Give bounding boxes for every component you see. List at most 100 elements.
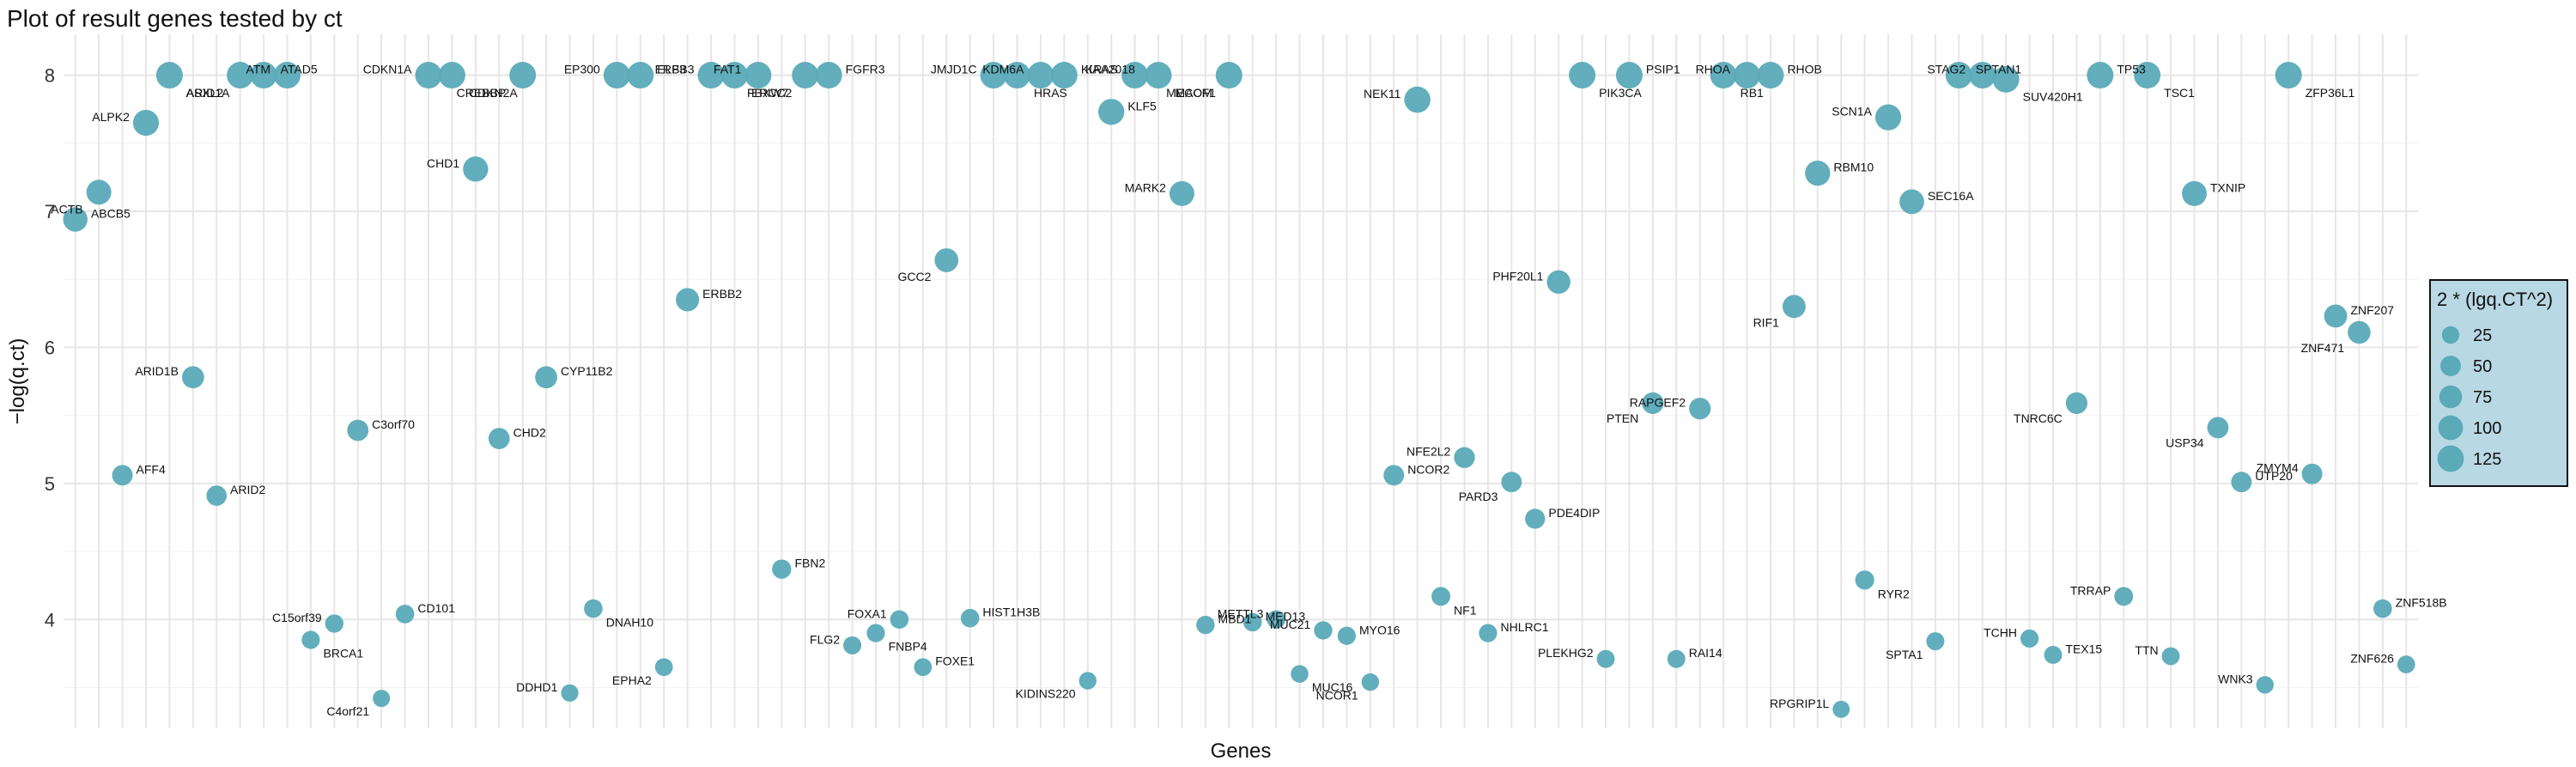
gene-label: FOXE1 <box>935 654 975 668</box>
data-point <box>1267 610 1285 630</box>
data-point <box>1757 62 1784 89</box>
gene-label: NEK11 <box>1364 87 1401 100</box>
data-point <box>2231 472 2252 493</box>
gene-label: ZFP36L1 <box>2306 86 2355 100</box>
gene-label: NCOR1 <box>1316 688 1358 702</box>
data-point <box>1945 62 1972 89</box>
data-point <box>488 428 510 449</box>
gene-label: PSIP1 <box>1646 63 1680 76</box>
gene-label: TEX15 <box>2065 642 2102 655</box>
data-point <box>301 630 320 649</box>
data-point <box>2348 320 2371 344</box>
legend-key <box>2441 326 2460 344</box>
gene-label: ZNF471 <box>2301 341 2345 355</box>
data-point <box>1314 621 1333 640</box>
data-point <box>1291 665 1309 683</box>
gene-label: RBM10 <box>1833 161 1874 174</box>
data-point <box>843 636 862 654</box>
data-point <box>1078 672 1097 690</box>
data-point <box>1525 508 1546 529</box>
legend-title: 2 * (lgq.CT^2) <box>2437 289 2553 310</box>
y-axis-title: −log(q.ct) <box>6 338 29 425</box>
data-point <box>463 156 489 182</box>
gene-label: JMJD1C <box>931 63 977 76</box>
data-point <box>206 485 228 506</box>
gene-label: PDE4DIP <box>1548 506 1600 520</box>
gene-label: CHD1 <box>427 156 459 170</box>
gene-label: ZNF626 <box>2350 652 2394 666</box>
gene-label: KLF5 <box>1127 99 1157 113</box>
data-point <box>1431 587 1451 606</box>
data-point <box>1454 447 1475 468</box>
gene-label: MUC21 <box>1270 618 1311 631</box>
data-point <box>2087 62 2114 89</box>
data-point <box>1501 472 1522 493</box>
data-point <box>535 366 557 389</box>
gene-label: RB1 <box>1741 86 1764 100</box>
gene-label: TNRC6C <box>2014 411 2063 425</box>
data-point <box>890 610 909 630</box>
y-tick-label: 4 <box>45 609 55 630</box>
gene-label: MACF1 <box>1176 86 1217 100</box>
data-point <box>772 559 792 579</box>
gene-label: PHF20L1 <box>1492 269 1543 283</box>
data-point <box>273 62 301 89</box>
gene-label: PLEKHG2 <box>1538 646 1594 660</box>
gene-label: DDHD1 <box>516 680 557 694</box>
data-point <box>603 62 630 89</box>
gene-label: MYO16 <box>1359 623 1400 636</box>
data-point <box>2324 304 2348 328</box>
gene-label: MECOM <box>1166 86 1212 100</box>
data-point <box>2373 599 2392 618</box>
gene-label: ERBB3 <box>655 63 695 76</box>
gene-label: PARD3 <box>1459 490 1498 503</box>
gene-label: KIAA2018 <box>1081 63 1135 76</box>
gene-label: NFE2L2 <box>1406 445 1451 459</box>
data-point <box>2301 463 2323 484</box>
gene-label: HRAS <box>1034 86 1067 100</box>
gene-label: HIST1H3B <box>982 606 1040 619</box>
gene-label: BRCA1 <box>324 647 364 660</box>
gene-label: FLG2 <box>810 632 840 646</box>
data-point <box>1969 62 1996 89</box>
gene-label: MARK2 <box>1125 180 1166 194</box>
data-point <box>1782 295 1806 319</box>
gene-label: ATM <box>246 63 270 76</box>
data-point <box>1832 700 1850 718</box>
data-point <box>676 288 700 312</box>
data-point <box>132 109 160 137</box>
data-point <box>1855 570 1874 590</box>
gene-label: ARID1A <box>186 86 230 100</box>
legend-label: 50 <box>2473 357 2492 376</box>
data-point <box>1805 160 1831 186</box>
data-point <box>2275 62 2302 89</box>
data-point <box>1734 62 1761 89</box>
data-point <box>2397 655 2415 673</box>
data-point <box>1050 62 1078 89</box>
data-point <box>181 366 204 389</box>
gene-label: SEC16A <box>1928 189 1974 203</box>
gene-label: RAI14 <box>1689 646 1722 660</box>
data-point <box>1899 189 1924 215</box>
data-point <box>1169 180 1194 206</box>
gene-label: STAG2 <box>1927 63 1965 76</box>
gene-label: CREBBP <box>457 86 507 100</box>
legend-key <box>2438 415 2464 441</box>
data-point <box>2182 180 2207 206</box>
gene-label: C3orf70 <box>372 417 415 431</box>
data-point <box>1596 649 1615 668</box>
gene-label: TP53 <box>2117 63 2146 76</box>
data-point <box>960 608 980 628</box>
data-point <box>438 62 465 89</box>
gene-label: SPTA1 <box>1886 648 1923 661</box>
data-point <box>2044 646 2063 664</box>
data-point <box>2207 417 2229 439</box>
data-point <box>250 62 277 89</box>
gene-label: USP34 <box>2166 435 2204 449</box>
gene-label: UTP20 <box>2255 469 2293 483</box>
data-point <box>395 605 415 624</box>
data-point <box>1121 62 1149 89</box>
gene-label: WNK3 <box>2218 672 2253 685</box>
data-point <box>2134 62 2161 89</box>
